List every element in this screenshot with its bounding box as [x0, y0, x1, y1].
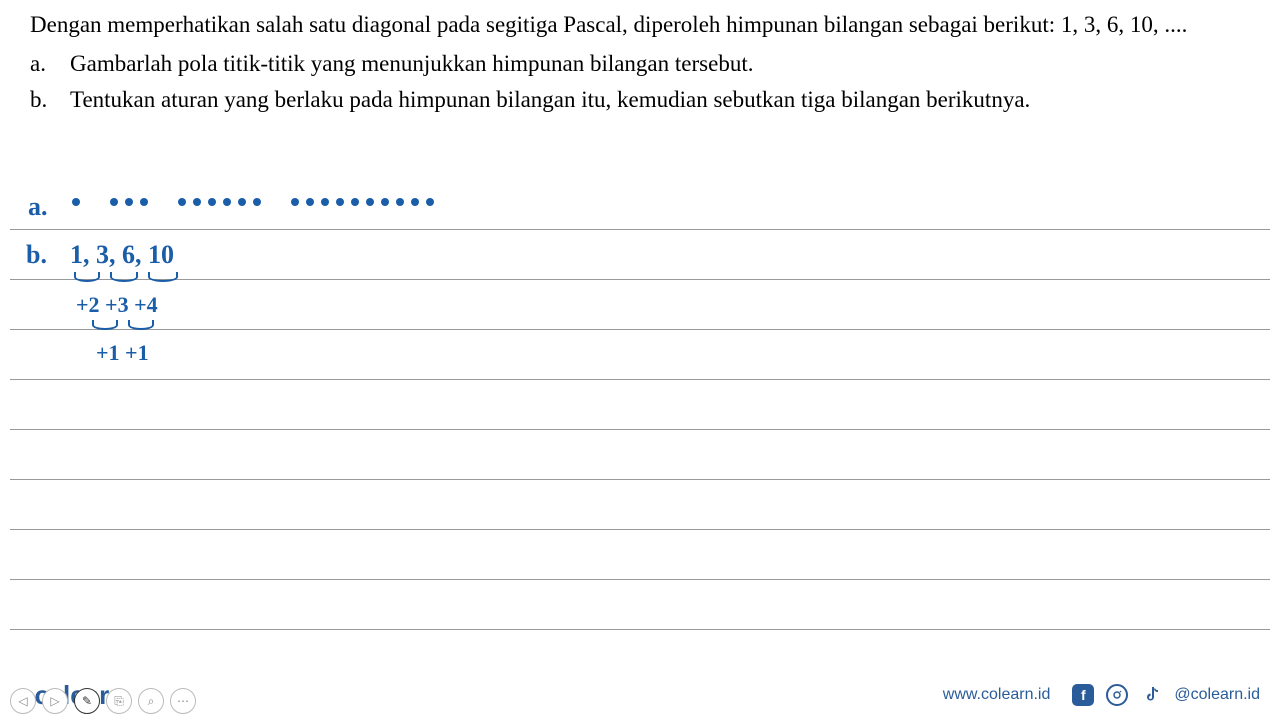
dot-group	[110, 198, 148, 206]
dot	[178, 198, 186, 206]
dot	[193, 198, 201, 206]
next-button[interactable]: ▷	[42, 688, 68, 714]
difference-arc	[128, 320, 154, 330]
ruled-line	[10, 380, 1270, 430]
ruled-line	[10, 430, 1270, 480]
difference-arc	[74, 272, 100, 282]
dot	[321, 198, 329, 206]
dot	[223, 198, 231, 206]
handwriting-b-label: b.	[26, 240, 47, 270]
ruled-line	[10, 480, 1270, 530]
dot-group	[72, 198, 80, 206]
copy-button[interactable]: ⎘	[106, 688, 132, 714]
dot	[426, 198, 434, 206]
handwriting-a-label: a.	[28, 192, 48, 222]
lined-workspace: a. b. 1, 3, 6, 10 +2 +3 +4 +1 +1	[10, 180, 1270, 630]
pen-button[interactable]: ✎	[74, 688, 100, 714]
difference-arc	[148, 272, 178, 282]
ruled-line	[10, 280, 1270, 330]
tiktok-icon	[1140, 684, 1162, 706]
dot	[72, 198, 80, 206]
question-intro: Dengan memperhatikan salah satu diagonal…	[30, 8, 1250, 43]
dot	[140, 198, 148, 206]
sub-text: Tentukan aturan yang berlaku pada himpun…	[70, 83, 1250, 118]
dot	[396, 198, 404, 206]
dot	[351, 198, 359, 206]
difference-arc	[92, 320, 118, 330]
sub-letter: b.	[30, 83, 70, 118]
social-handle: @colearn.id	[1174, 686, 1260, 704]
dot	[306, 198, 314, 206]
sub-text: Gambarlah pola titik-titik yang menunjuk…	[70, 47, 1250, 82]
dot-group	[178, 198, 261, 206]
dot	[253, 198, 261, 206]
player-controls: ◁ ▷ ✎ ⎘ ⌕ ⋯	[10, 688, 196, 714]
handwriting-diffs-1: +2 +3 +4	[76, 292, 158, 318]
dot-group	[291, 198, 434, 206]
ruled-line	[10, 580, 1270, 630]
instagram-icon	[1106, 684, 1128, 706]
footer-right: www.colearn.id f @colearn.id	[943, 684, 1260, 706]
zoom-button[interactable]: ⌕	[138, 688, 164, 714]
dot-pattern	[72, 198, 434, 206]
website-url: www.colearn.id	[943, 686, 1051, 704]
dot	[125, 198, 133, 206]
handwriting-b-numbers: 1, 3, 6, 10	[70, 240, 174, 270]
dot	[208, 198, 216, 206]
dot	[336, 198, 344, 206]
ruled-line	[10, 530, 1270, 580]
ruled-line	[10, 330, 1270, 380]
dot	[238, 198, 246, 206]
dot	[291, 198, 299, 206]
dot	[110, 198, 118, 206]
ruled-line	[10, 230, 1270, 280]
sub-item-a: a. Gambarlah pola titik-titik yang menun…	[30, 47, 1250, 82]
dot	[411, 198, 419, 206]
sub-letter: a.	[30, 47, 70, 82]
facebook-icon: f	[1072, 684, 1094, 706]
sub-item-b: b. Tentukan aturan yang berlaku pada him…	[30, 83, 1250, 118]
more-button[interactable]: ⋯	[170, 688, 196, 714]
dot	[366, 198, 374, 206]
prev-button[interactable]: ◁	[10, 688, 36, 714]
question-sublist: a. Gambarlah pola titik-titik yang menun…	[30, 47, 1250, 118]
difference-arc	[110, 272, 138, 282]
handwriting-diffs-2: +1 +1	[96, 340, 149, 366]
dot	[381, 198, 389, 206]
